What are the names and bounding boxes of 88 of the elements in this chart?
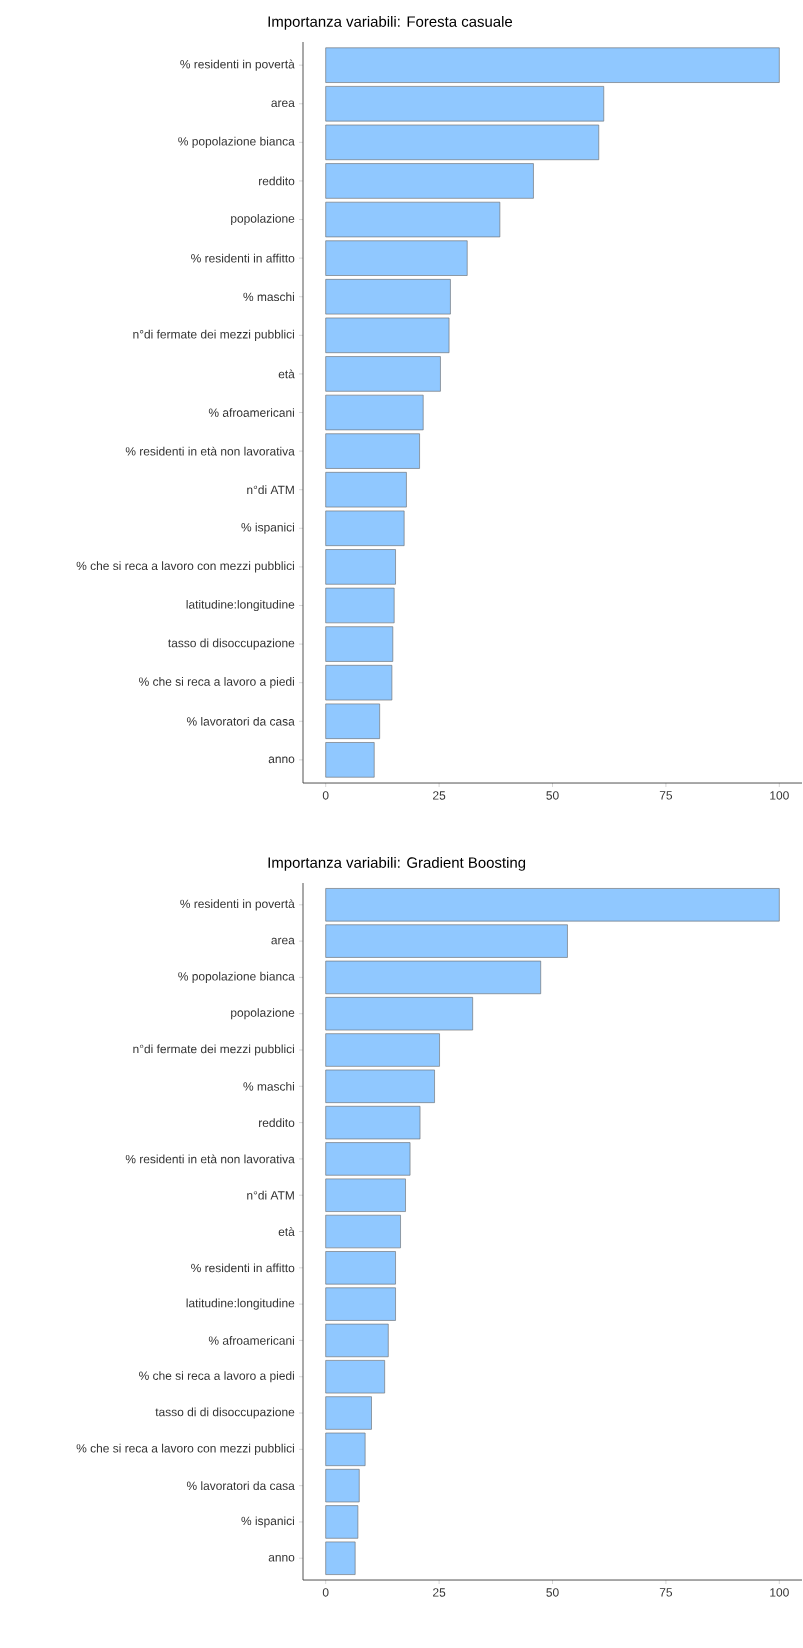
y-tick-label: % afroamericani [208,1336,294,1345]
y-tick-label: % residenti in età non lavorativa [125,1154,295,1164]
y-tick-label: % lavoratori da casa [186,1481,295,1491]
y-tick-label: % ispanici [241,522,294,534]
y-tick-label: % residenti in età non lavorativa [125,446,295,456]
bar [325,1178,406,1212]
bar [325,1396,372,1430]
bar [325,1360,385,1394]
y-tick-label: popolazione [231,1008,295,1020]
y-tick-label: % che si reca a lavoro a piedi [139,1371,294,1383]
bar [325,924,568,958]
bar [325,356,441,392]
x-tick-label: 0 [322,1588,329,1597]
bar [325,86,605,122]
y-tick-label: % popolazione bianca [178,136,295,148]
bar [325,1214,401,1249]
y-tick-label: % che si reca a lavoro con mezzi pubblici [76,1443,294,1455]
bar [325,1323,389,1358]
bar [325,163,534,199]
y-tick-label: % maschi [243,1081,294,1091]
bar [325,433,420,469]
bar [325,201,501,238]
x-tick-label: 75 [659,791,673,800]
y-tick-label: % afroamericani [208,408,294,417]
chart-title: Importanza variabili: Gradient Boosting [268,856,526,871]
bar [325,587,395,624]
y-tick-label: % ispanici [241,1516,294,1528]
bar [325,888,780,922]
bar [325,510,405,546]
y-tick-label: % lavoratori da casa [186,716,295,726]
y-tick-label: % che si reca a lavoro a piedi [139,677,294,689]
y-tick-label: anno [268,1554,295,1562]
x-tick-label: 100 [770,791,789,800]
y-tick-label: % residenti in affitto [191,253,295,263]
bar [325,472,407,508]
bar [325,1469,360,1503]
y-tick-label: % che si reca a lavoro con mezzi pubblici [76,561,294,573]
y-tick-label: reddito [259,1118,295,1127]
y-tick-label: latitudine:longitudine [186,599,295,612]
bar [325,124,600,161]
y-tick-label: n°di ATM [247,485,294,495]
bar [325,742,375,778]
x-tick-label: 25 [433,1588,446,1597]
bar [325,47,780,83]
bar [325,1432,366,1466]
x-tick-label: 25 [433,791,446,800]
chart-title: Importanza variabili: Foresta casuale [268,15,513,30]
y-tick-label: area [271,100,295,108]
x-tick-label: 75 [659,1588,673,1597]
bar [325,1541,356,1575]
bar [325,1142,411,1176]
y-tick-label: popolazione [231,213,295,226]
bar [325,703,380,739]
y-tick-label: tasso di di disoccupazione [155,1407,295,1419]
bar [325,1069,435,1103]
bar [325,1033,440,1067]
bar [325,1105,421,1140]
y-tick-label: area [271,937,295,945]
x-tick-label: 50 [546,1588,559,1597]
y-tick-label: % maschi [243,292,294,302]
bar [325,394,424,431]
y-tick-label: tasso di disoccupazione [168,638,295,650]
bar [325,1505,359,1539]
bar [325,549,396,585]
y-tick-label: n°di fermate dei mezzi pubblici [133,329,294,341]
bar [325,1251,396,1285]
x-tick-label: 100 [770,1588,789,1597]
y-tick-label: n°di fermate dei mezzi pubblici [133,1044,294,1056]
x-tick-label: 50 [546,791,559,800]
bar [325,1287,396,1321]
bar [325,279,451,315]
bar [325,665,393,701]
y-tick-label: latitudine:longitudine [186,1298,295,1310]
y-tick-label: reddito [259,176,295,186]
bar [325,240,468,276]
y-tick-label: % residenti in affitto [191,1263,295,1273]
y-tick-label: % popolazione bianca [178,971,295,983]
y-tick-label: anno [268,756,295,764]
bar [325,997,473,1031]
bar [325,626,394,662]
y-tick-label: n°di ATM [247,1190,294,1200]
bar [325,960,542,995]
bar [325,317,450,353]
y-tick-label: % residenti in povertà [180,59,295,71]
y-tick-label: età [278,369,295,379]
x-tick-label: 0 [322,791,329,800]
y-tick-label: età [278,1227,295,1236]
y-tick-label: % residenti in povertà [180,899,295,911]
